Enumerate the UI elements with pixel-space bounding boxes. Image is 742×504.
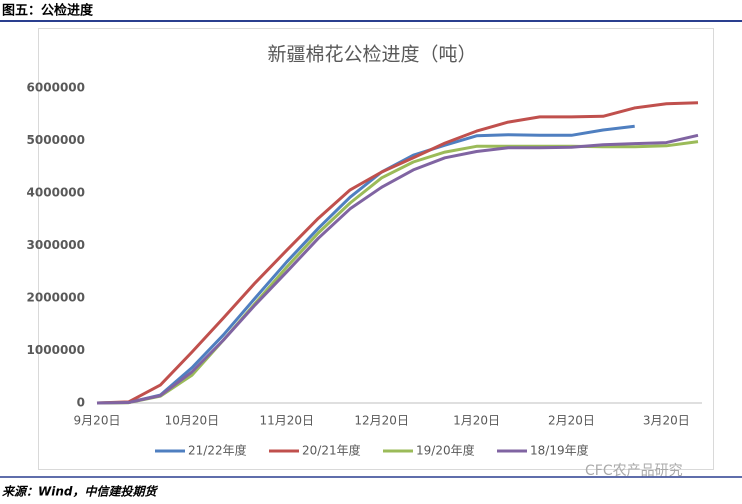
series-line — [96, 133, 699, 405]
legend-label: 18/19年度 — [530, 443, 589, 458]
series-line — [96, 140, 699, 405]
x-tick-label: 12月20日 — [354, 414, 409, 428]
series-line — [96, 101, 699, 405]
legend-label: 21/22年度 — [188, 443, 247, 458]
x-tick-label: 2月20日 — [548, 414, 595, 428]
legend-label: 20/21年度 — [302, 443, 361, 458]
y-tick-label: 5000000 — [27, 133, 85, 147]
legend-label: 19/20年度 — [416, 443, 475, 458]
x-tick-label: 1月20日 — [453, 414, 500, 428]
figure-title: 图五：公检进度 — [2, 3, 94, 19]
series-line — [96, 124, 635, 405]
y-tick-label: 3000000 — [27, 238, 85, 252]
y-tick-label: 4000000 — [27, 186, 85, 200]
y-tick-label: 6000000 — [27, 81, 85, 95]
x-tick-label: 9月20日 — [74, 414, 121, 428]
y-tick-label: 1000000 — [27, 343, 85, 357]
chart-title: 新疆棉花公检进度（吨） — [267, 44, 476, 66]
watermark: CFC农产品研究 — [585, 463, 683, 479]
x-tick-label: 3月20日 — [643, 414, 690, 428]
x-tick-label: 10月20日 — [165, 414, 220, 428]
source: 来源：Wind，中信建投期货 — [2, 485, 158, 499]
y-tick-label: 2000000 — [27, 291, 85, 305]
y-tick-label: 0 — [77, 396, 85, 410]
x-tick-label: 11月20日 — [260, 414, 315, 428]
